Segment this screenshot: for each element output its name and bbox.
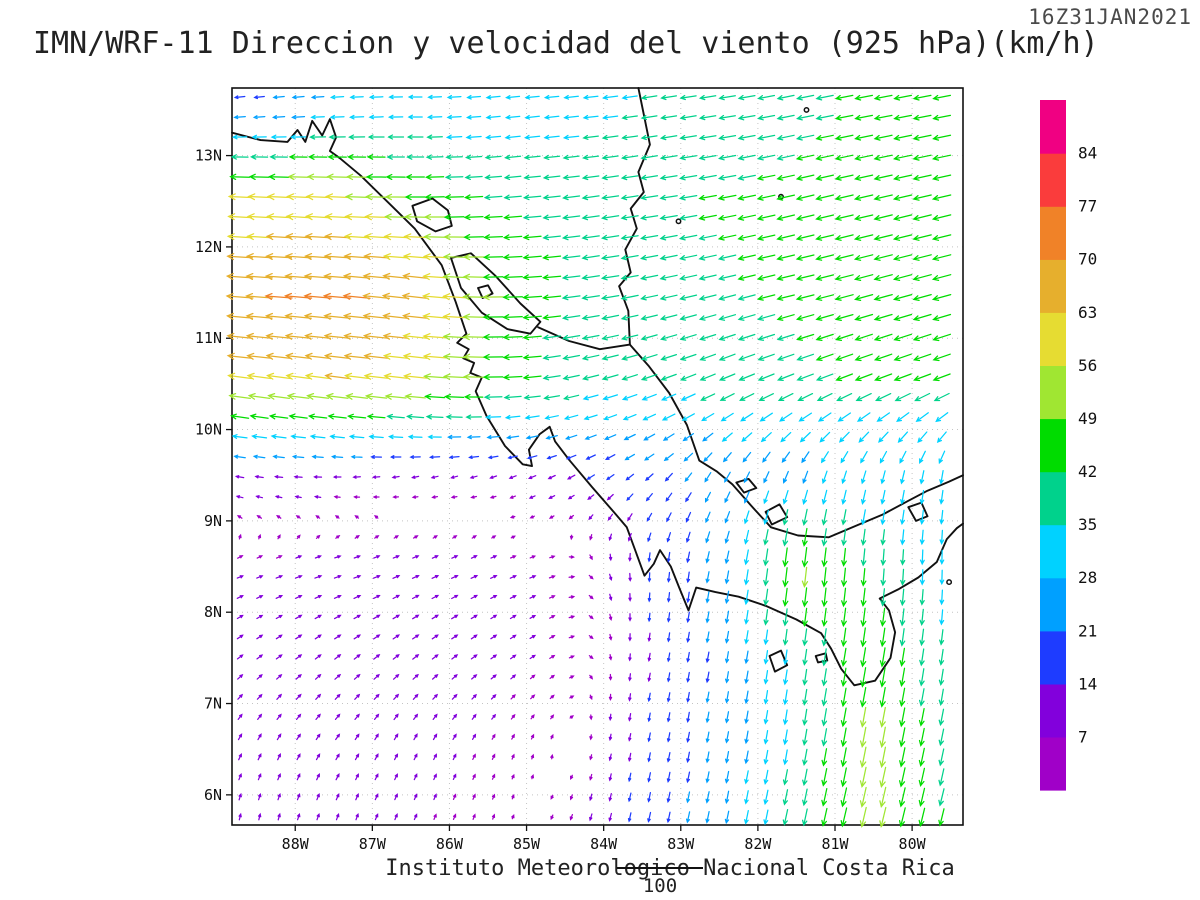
colorbar-segment: [1040, 418, 1066, 473]
colorbar-tick-label: 7: [1078, 727, 1088, 746]
colorbar-segment: [1040, 153, 1066, 207]
map-frame: [231, 87, 964, 826]
islet: [675, 218, 682, 225]
lon-tick-label: 83W: [667, 835, 695, 853]
colorbar: 7 14 21 28 35 42 49 56 63 70 77 84: [1040, 100, 1097, 791]
run-timestamp: 16Z31JAN2021: [1028, 5, 1192, 29]
colorbar-tick-label: 84: [1078, 144, 1097, 163]
lat-tick-label: 9N: [204, 512, 222, 530]
colorbar-segment: [1040, 312, 1066, 366]
colorbar-segment: [1040, 683, 1066, 738]
colorbar-segment: [1040, 259, 1066, 313]
lat-tick-label: 7N: [204, 695, 222, 713]
axis-labels: 88W 87W 86W 85W 84W 83W 82W 81W 80W 13N 12N 11N 10N 9…: [195, 147, 927, 853]
lon-tick-label: 81W: [821, 835, 849, 853]
lat-tick-label: 11N: [195, 329, 222, 347]
lon-tick-label: 80W: [899, 835, 927, 853]
islet: [778, 193, 784, 200]
colorbar-tick-label: 56: [1078, 356, 1097, 375]
graticule: [232, 88, 963, 825]
lon-tick-label: 86W: [436, 835, 464, 853]
lon-tick-label: 84W: [590, 835, 618, 853]
colorbar-segment: [1040, 630, 1066, 685]
colorbar-tick-label: 35: [1078, 515, 1097, 534]
islet: [803, 106, 810, 113]
lat-tick-label: 10N: [195, 421, 222, 439]
lon-tick-label: 82W: [744, 835, 772, 853]
colorbar-segment: [1040, 206, 1066, 260]
reference-vector-label: 100: [642, 875, 678, 897]
colorbar-segment: [1040, 471, 1066, 526]
lat-tick-label: 12N: [195, 238, 222, 256]
colorbar-tick-label: 42: [1078, 462, 1097, 481]
lon-tick-label: 88W: [282, 835, 310, 853]
colorbar-tick-label: 70: [1078, 250, 1097, 269]
colorbar-segment: [1040, 524, 1066, 579]
coastline: [231, 87, 964, 687]
colorbar-tick-label: 63: [1078, 303, 1097, 322]
colorbar-segment: [1040, 365, 1066, 420]
colorbar-tick-label: 77: [1078, 197, 1097, 216]
islet: [946, 579, 953, 586]
colorbar-segment: [1040, 736, 1066, 791]
lat-tick-label: 13N: [195, 147, 222, 165]
colorbar-tick-label: 21: [1078, 621, 1097, 640]
colorbar-segment: [1040, 100, 1066, 154]
colorbar-tick-label: 28: [1078, 568, 1097, 587]
lat-tick-label: 8N: [204, 603, 222, 621]
wind-vectors: [225, 94, 952, 828]
lat-tick-label: 6N: [204, 786, 222, 804]
chart-title: IMN/WRF-11 Direccion y velocidad del vie…: [33, 26, 1099, 61]
colorbar-tick-label: 49: [1078, 409, 1097, 428]
colorbar-tick-label: 14: [1078, 674, 1097, 693]
reference-vector-line: [617, 867, 703, 869]
lon-tick-label: 85W: [513, 835, 541, 853]
lon-tick-label: 87W: [359, 835, 387, 853]
colorbar-segment: [1040, 577, 1066, 632]
